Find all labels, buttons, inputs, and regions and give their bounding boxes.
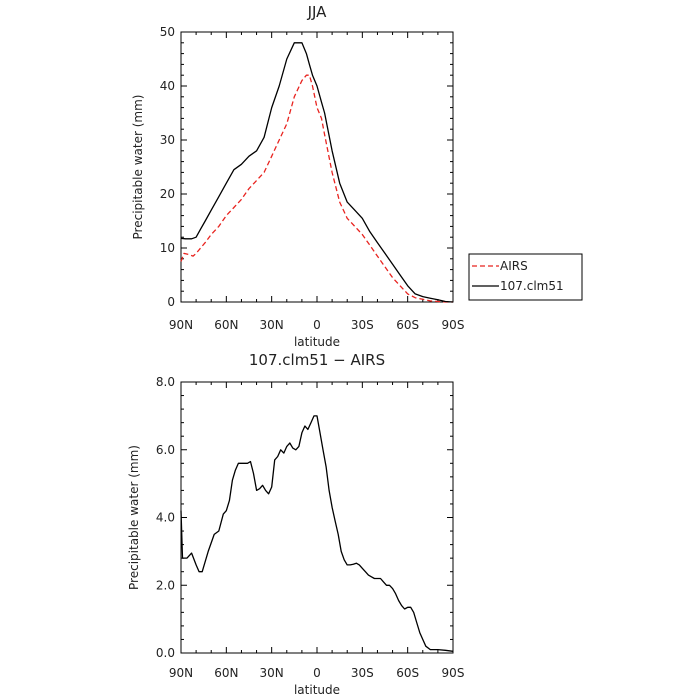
x-axis-label: latitude	[294, 335, 340, 349]
legend: AIRS 107.clm51	[468, 253, 583, 301]
y-tick-label: 2.0	[156, 578, 175, 592]
x-axis-label: latitude	[294, 683, 340, 697]
x-tick-label: 30S	[351, 318, 374, 332]
chart-panel-1: JJA 90N 60N 30N 0 30S 60S 90S 0 10 20 30 40 50 latitud…	[131, 3, 583, 349]
x-tick-label: 90N	[169, 318, 193, 332]
legend-label: AIRS	[500, 259, 528, 273]
chart-title: JJA	[307, 3, 328, 21]
x-tick-label: 0	[313, 666, 321, 680]
y-tick-label: 0	[167, 295, 175, 309]
x-tick-label: 30S	[351, 666, 374, 680]
x-tick-label: 0	[313, 318, 321, 332]
y-axis-label: Precipitable water (mm)	[127, 445, 141, 590]
y-tick-label: 4.0	[156, 511, 175, 525]
x-tick-label: 90N	[169, 666, 193, 680]
y-tick-label: 30	[160, 133, 175, 147]
y-tick-label: 0.0	[156, 646, 175, 660]
y-tick-label: 20	[160, 187, 175, 201]
series-line-1	[180, 415, 454, 652]
legend-box	[468, 253, 583, 301]
x-tick-label: 60S	[396, 666, 419, 680]
y-tick-label: 40	[160, 79, 175, 93]
x-tick-label: 30N	[260, 318, 284, 332]
x-tick-label: 30N	[260, 666, 284, 680]
y-tick-label: 10	[160, 241, 175, 255]
y-tick-label: 8.0	[156, 375, 175, 389]
legend-label: 107.clm51	[500, 279, 564, 293]
y-tick-label: 6.0	[156, 443, 175, 457]
plot-frame	[180, 31, 454, 303]
series-line-airs	[180, 74, 453, 303]
series-line-107-clm51	[180, 42, 454, 303]
x-tick-label: 90S	[442, 318, 465, 332]
x-tick-label: 60S	[396, 318, 419, 332]
x-tick-label: 90S	[442, 666, 465, 680]
chart-panel-2: 107.clm51 − AIRS 90N 60N 30N 0 30S 60S 90S 0.0 2.…	[127, 351, 464, 697]
x-tick-label: 60N	[214, 318, 238, 332]
y-axis-label: Precipitable water (mm)	[131, 95, 145, 240]
x-tick-label: 60N	[214, 666, 238, 680]
y-tick-label: 50	[160, 25, 175, 39]
chart-title: 107.clm51 − AIRS	[249, 351, 385, 369]
